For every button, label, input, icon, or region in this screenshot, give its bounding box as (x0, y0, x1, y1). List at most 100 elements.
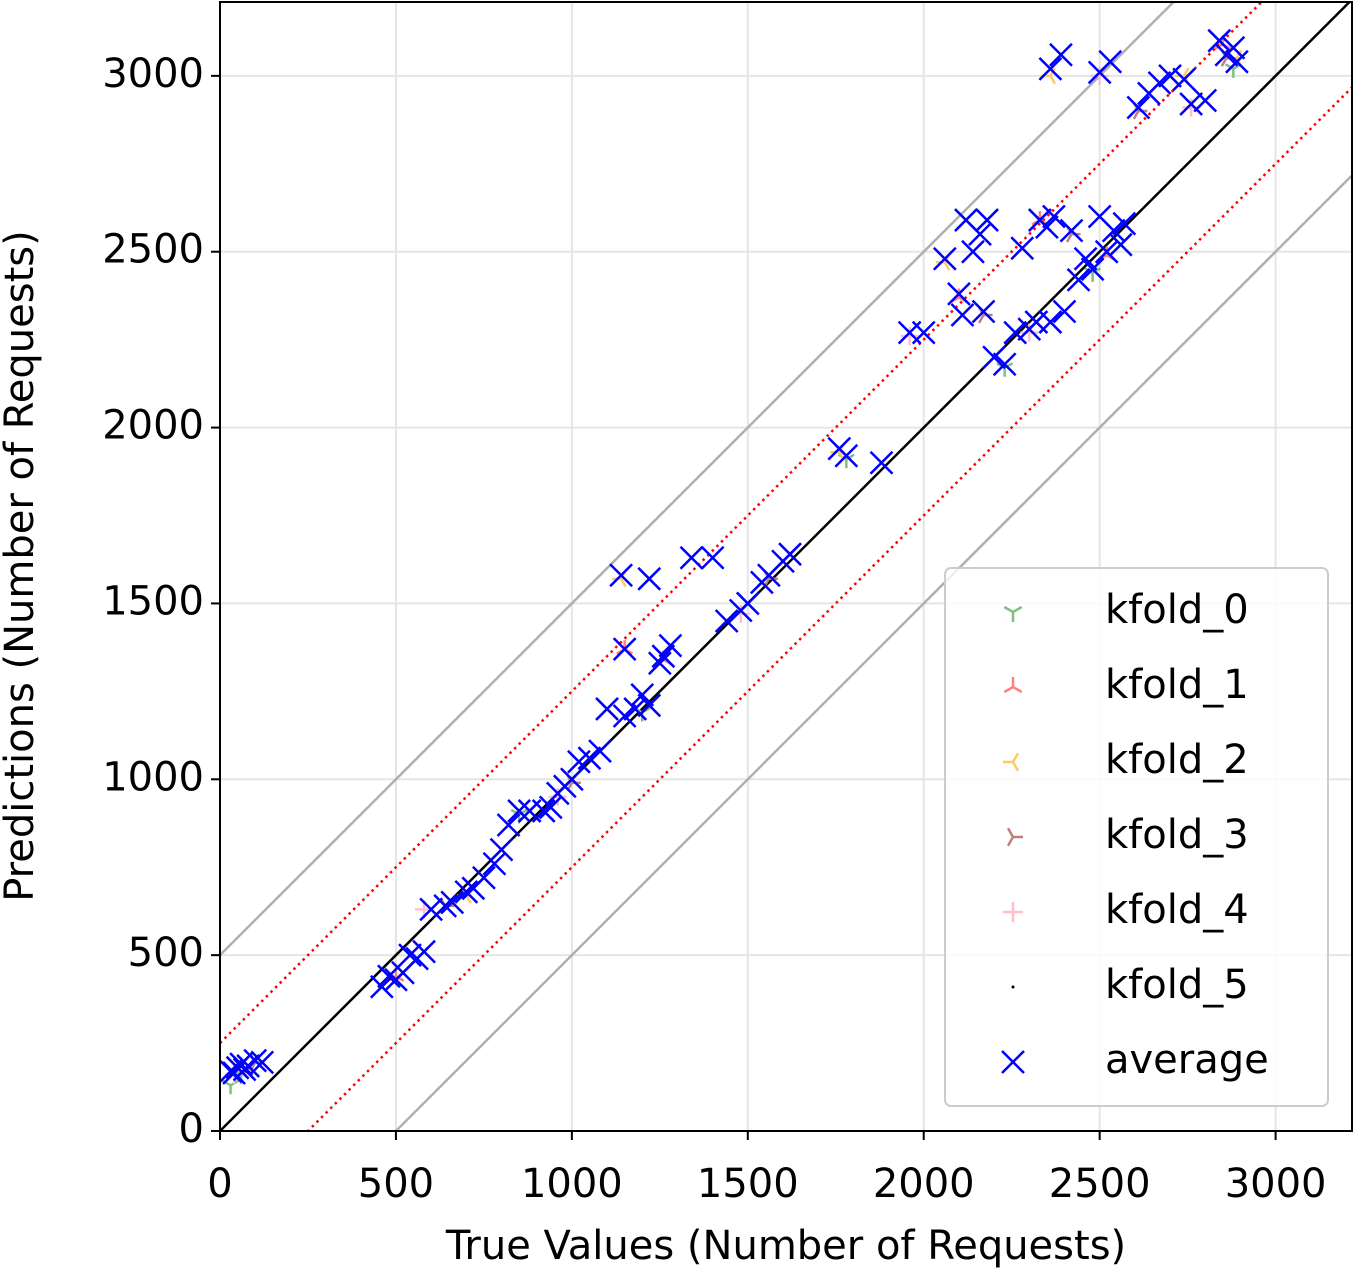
legend-marker (1001, 1050, 1025, 1074)
data-point (647, 651, 672, 676)
legend-box (944, 567, 1329, 1107)
data-point (651, 644, 676, 669)
y-axis-label: Predictions (Number of Requests) (0, 230, 43, 901)
data-point (1101, 218, 1126, 243)
data-point (982, 345, 1006, 370)
data-point (911, 320, 936, 345)
legend-label: kfold_2 (1105, 737, 1249, 783)
data-point (1010, 236, 1035, 261)
data-point (433, 894, 458, 918)
data-point (1112, 211, 1137, 236)
data-point (454, 879, 479, 904)
data-point (1059, 218, 1084, 243)
data-point (1038, 310, 1063, 334)
y-tick-label: 1000 (102, 754, 204, 800)
data-point (900, 327, 919, 346)
data-point (1225, 49, 1249, 74)
legend-marker (1003, 677, 1023, 694)
data-point (250, 1050, 275, 1075)
data-point (658, 633, 683, 658)
grid-layer (219, 2, 1353, 1132)
y-tick-label: 2000 (102, 403, 204, 449)
x-tick-label: 2000 (873, 1161, 975, 1207)
data-point (961, 239, 985, 264)
data-point (1052, 299, 1077, 324)
legend-marker (1003, 752, 1020, 772)
data-point (700, 545, 725, 570)
data-point (1193, 88, 1218, 113)
data-point (735, 591, 760, 616)
data-point (369, 974, 394, 999)
data-point (623, 697, 648, 721)
data-point (531, 799, 556, 823)
data-point (630, 682, 655, 707)
legend-label: average (1105, 1037, 1269, 1083)
plot-frame (219, 1, 1353, 1132)
data-point (489, 837, 514, 862)
data-point (595, 697, 619, 721)
data-point (1172, 67, 1196, 92)
data-point (1020, 323, 1039, 342)
y-tick-label: 0 (179, 1106, 204, 1152)
data-point (419, 897, 444, 922)
data-point (559, 767, 584, 792)
data-point (1066, 267, 1091, 292)
data-point (588, 739, 612, 764)
reference-line (220, 2, 1176, 957)
x-tick-label: 1500 (697, 1161, 799, 1207)
data-point (679, 545, 704, 570)
data-point (1126, 95, 1151, 120)
y-tick-label: 3000 (102, 51, 204, 97)
x-tick-label: 500 (358, 1161, 434, 1207)
data-point (932, 246, 957, 271)
data-point (1094, 239, 1119, 264)
x-axis-label: True Values (Number of Requests) (445, 1223, 1126, 1269)
data-point (714, 609, 739, 633)
data-point (637, 566, 662, 591)
data-point (482, 851, 507, 876)
data-point (440, 890, 465, 915)
reference-line (394, 173, 1353, 1131)
data-point (577, 746, 602, 771)
data-point (1207, 28, 1232, 53)
data-point (496, 813, 521, 837)
legend-marker (1011, 985, 1015, 989)
data-point (1042, 204, 1066, 229)
data-point (507, 799, 531, 823)
data-point (398, 943, 422, 968)
data-point (1038, 56, 1063, 81)
data-point (538, 795, 563, 820)
data-point (612, 637, 637, 662)
y-tick-label: 2500 (102, 227, 204, 273)
legend-label: kfold_1 (1105, 662, 1249, 708)
data-point (947, 282, 971, 306)
data-point (612, 704, 637, 728)
x-tick-label: 2500 (1049, 1161, 1151, 1207)
data-point (1098, 49, 1123, 74)
legend-label: kfold_0 (1105, 587, 1249, 633)
data-point (1073, 246, 1098, 271)
x-tick-label: 0 (207, 1161, 232, 1207)
data-point (968, 222, 992, 247)
legend-label: kfold_4 (1105, 887, 1249, 933)
legend-marker (1006, 827, 1023, 847)
data-point (975, 208, 999, 232)
legend-label: kfold_3 (1105, 812, 1249, 858)
data-point (1090, 66, 1109, 85)
legend-marker (1003, 902, 1023, 922)
reference-line (306, 85, 1353, 1131)
data-point (1147, 71, 1172, 95)
y-tick-label: 500 (128, 930, 204, 976)
data-point (1108, 232, 1133, 257)
data-point (377, 964, 401, 989)
x-tick-label: 3000 (1225, 1161, 1327, 1207)
data-point (834, 443, 859, 468)
points-layer (220, 28, 1249, 1095)
axes-layer: 0 500 1000 1500 2000 2500 3000 0 500 1000 1500 2000… (102, 51, 1326, 1207)
data-point (869, 450, 894, 475)
legend-label: kfold_5 (1105, 962, 1249, 1008)
data-point (232, 1057, 257, 1082)
data-point (1221, 35, 1246, 60)
data-point (971, 299, 996, 324)
